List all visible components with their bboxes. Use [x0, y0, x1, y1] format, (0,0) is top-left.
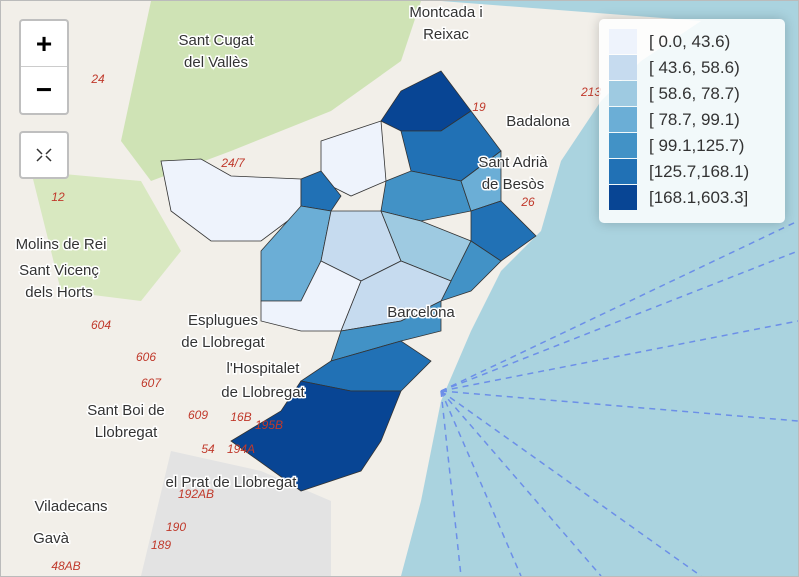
place-label: dels Horts: [25, 284, 93, 301]
place-label: Sant Cugat: [178, 32, 254, 49]
legend-item: [168.1,603.3]: [609, 185, 748, 210]
place-label: de Besòs: [482, 176, 545, 193]
legend-swatch: [609, 55, 637, 80]
place-label: Badalona: [506, 113, 570, 130]
zoom-out-button[interactable]: −: [35, 74, 53, 105]
legend-label: [ 58.6, 78.7): [649, 84, 740, 103]
legend-swatch: [609, 29, 637, 54]
legend-swatch: [609, 81, 637, 106]
road-label: 607: [141, 376, 162, 390]
road-label: 19: [472, 100, 486, 114]
legend-item: [ 58.6, 78.7): [609, 81, 740, 106]
road-label: 189: [151, 538, 171, 552]
place-label: Viladecans: [34, 498, 107, 515]
place-label: Barcelona: [387, 304, 455, 321]
legend-item: [125.7,168.1): [609, 159, 749, 184]
place-label: del Vallès: [184, 54, 248, 71]
fullscreen-icon: [36, 148, 52, 162]
place-label: Sant Boi de: [87, 402, 165, 419]
park: [31, 171, 181, 301]
legend: [ 0.0, 43.6) [ 43.6, 58.6) [ 58.6, 78.7) [ …: [599, 19, 785, 223]
legend-label: [125.7,168.1): [649, 162, 750, 181]
legend-item: [ 78.7, 99.1): [609, 107, 740, 132]
road-label: 48AB: [51, 559, 80, 573]
legend-item: [ 99.1,125.7): [609, 133, 744, 158]
legend-label: [ 0.0, 43.6): [649, 32, 731, 51]
road-label: 24: [90, 72, 105, 86]
place-label: Sant Vicenç: [19, 262, 99, 279]
place-label: Montcada i: [409, 4, 482, 21]
legend-label: [168.1,603.3]: [649, 188, 749, 207]
legend-item: [ 0.0, 43.6): [609, 29, 730, 54]
road-label: 609: [188, 408, 208, 422]
park: [121, 1, 421, 181]
place-label: el Prat de Llobregat: [166, 474, 298, 491]
legend-label: [ 43.6, 58.6): [649, 58, 740, 77]
place-label: Reixac: [423, 26, 469, 43]
road-label: 190: [166, 520, 186, 534]
place-label: Esplugues: [188, 312, 258, 329]
legend-label: [ 78.7, 99.1): [649, 110, 740, 129]
airport: [141, 451, 331, 576]
road-label: 24/7: [220, 156, 246, 170]
districts: [160, 70, 537, 492]
legend-swatch: [609, 107, 637, 132]
road-label: 606: [136, 350, 156, 364]
road-label: 26: [520, 195, 535, 209]
place-label: Sant Adrià: [478, 154, 548, 171]
road-label: 213: [580, 85, 601, 99]
road-label: 194A: [227, 442, 255, 456]
zoom-in-button[interactable]: +: [21, 21, 67, 67]
legend-swatch: [609, 185, 637, 210]
road-label: 12: [51, 190, 65, 204]
place-label: de Llobregat: [181, 334, 265, 351]
place-label: Molins de Rei: [16, 236, 107, 253]
place-label: Gavà: [33, 530, 70, 547]
road-label: 54: [201, 442, 215, 456]
legend-label: [ 99.1,125.7): [649, 136, 745, 155]
legend-item: [ 43.6, 58.6): [609, 55, 740, 80]
road-label: 192AB: [178, 487, 214, 501]
place-label: l'Hospitalet: [227, 360, 301, 377]
zoom-control: + −: [19, 19, 69, 115]
legend-swatch: [609, 133, 637, 158]
fullscreen-button[interactable]: [19, 131, 69, 179]
sea-routes: [440, 220, 798, 576]
place-label: Llobregat: [95, 424, 158, 441]
road-label: 604: [91, 318, 111, 332]
road-label: 16B: [230, 410, 251, 424]
road-label: 195B: [255, 418, 283, 432]
legend-swatch: [609, 159, 637, 184]
place-label: de Llobregat: [221, 384, 305, 401]
